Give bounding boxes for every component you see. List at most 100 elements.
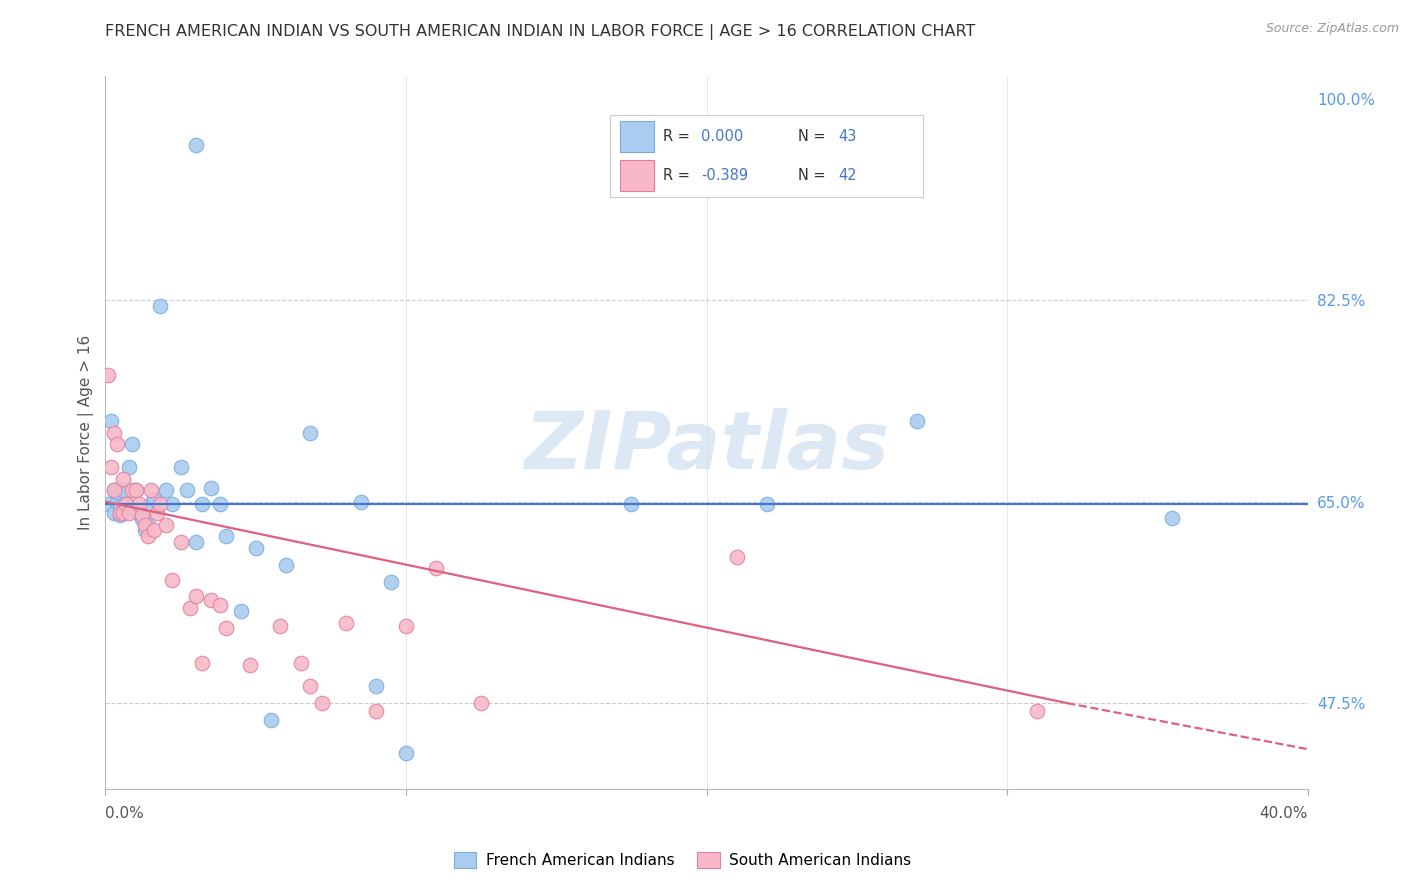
Point (97, 497, 120, 511)
Text: N =: N = (797, 129, 830, 144)
Point (208, 497, 231, 511)
FancyBboxPatch shape (620, 120, 654, 152)
Text: Source: ZipAtlas.com: Source: ZipAtlas.com (1265, 22, 1399, 36)
Point (148, 497, 170, 511)
Point (364, 679, 387, 693)
FancyBboxPatch shape (620, 161, 654, 192)
Point (184, 137, 207, 152)
Point (118, 460, 141, 475)
Text: 40.0%: 40.0% (1260, 806, 1308, 822)
Point (124, 483, 146, 498)
Point (107, 437, 129, 451)
Text: R =: R = (664, 129, 695, 144)
Point (214, 529, 236, 543)
Point (103, 483, 125, 498)
Point (110, 508, 132, 523)
Point (124, 483, 146, 498)
Point (298, 425, 321, 440)
Point (395, 619, 418, 633)
Point (190, 656, 212, 670)
Point (110, 506, 132, 520)
Point (364, 704, 387, 718)
Point (200, 481, 222, 495)
Point (214, 621, 236, 635)
Point (208, 599, 231, 613)
Point (269, 619, 291, 633)
Point (136, 529, 159, 543)
Point (274, 558, 297, 572)
Point (118, 506, 141, 520)
Text: ZIPatlas: ZIPatlas (524, 408, 889, 486)
Point (112, 483, 135, 498)
Point (245, 541, 267, 555)
Point (110, 500, 132, 515)
Legend: French American Indians, South American Indians: French American Indians, South American … (447, 847, 918, 874)
Point (380, 575, 402, 590)
Point (142, 524, 165, 538)
Point (142, 492, 165, 507)
Point (136, 517, 159, 532)
Point (131, 508, 153, 523)
Point (311, 696, 333, 710)
Point (200, 592, 222, 607)
Point (470, 696, 492, 710)
Point (160, 497, 183, 511)
Text: 42: 42 (838, 169, 858, 183)
Point (107, 494, 129, 508)
Text: R =: R = (664, 169, 695, 183)
Point (425, 561, 447, 575)
Point (160, 573, 183, 587)
Point (169, 460, 191, 475)
Point (395, 746, 418, 760)
Point (131, 512, 153, 526)
Point (239, 658, 262, 673)
Point (128, 497, 150, 511)
Point (145, 506, 167, 520)
Point (176, 483, 198, 498)
Point (298, 679, 321, 693)
Point (1161, 510, 1184, 524)
Text: 0.0%: 0.0% (105, 806, 145, 822)
Point (169, 535, 191, 549)
Y-axis label: In Labor Force | Age > 16: In Labor Force | Age > 16 (79, 335, 94, 530)
Point (97, 368, 120, 382)
Point (184, 589, 207, 603)
Point (155, 517, 177, 532)
Point (107, 485, 129, 500)
Point (148, 299, 170, 313)
Point (100, 414, 122, 428)
Point (134, 517, 156, 532)
Point (725, 549, 748, 564)
Point (290, 656, 312, 670)
Text: FRENCH AMERICAN INDIAN VS SOUTH AMERICAN INDIAN IN LABOR FORCE | AGE > 16 CORREL: FRENCH AMERICAN INDIAN VS SOUTH AMERICAN… (105, 24, 976, 40)
Point (905, 414, 928, 428)
Point (260, 714, 283, 728)
Point (155, 483, 177, 498)
Point (115, 497, 138, 511)
Point (134, 524, 156, 538)
Point (350, 494, 373, 508)
Point (229, 604, 252, 618)
Text: 0.000: 0.000 (702, 129, 744, 144)
Point (103, 506, 125, 520)
Point (100, 460, 122, 475)
Point (755, 497, 778, 511)
Text: N =: N = (797, 169, 830, 183)
Point (184, 535, 207, 549)
Point (103, 425, 125, 440)
Point (335, 615, 357, 630)
Point (112, 472, 135, 486)
Point (112, 506, 135, 520)
Text: -0.389: -0.389 (702, 169, 748, 183)
Point (1026, 704, 1049, 718)
Text: 43: 43 (838, 129, 856, 144)
Point (179, 600, 201, 615)
Point (115, 497, 138, 511)
Point (121, 437, 143, 451)
Point (620, 497, 643, 511)
Point (139, 497, 162, 511)
Point (121, 483, 143, 498)
Point (190, 497, 212, 511)
Point (128, 506, 150, 520)
Point (139, 483, 162, 498)
